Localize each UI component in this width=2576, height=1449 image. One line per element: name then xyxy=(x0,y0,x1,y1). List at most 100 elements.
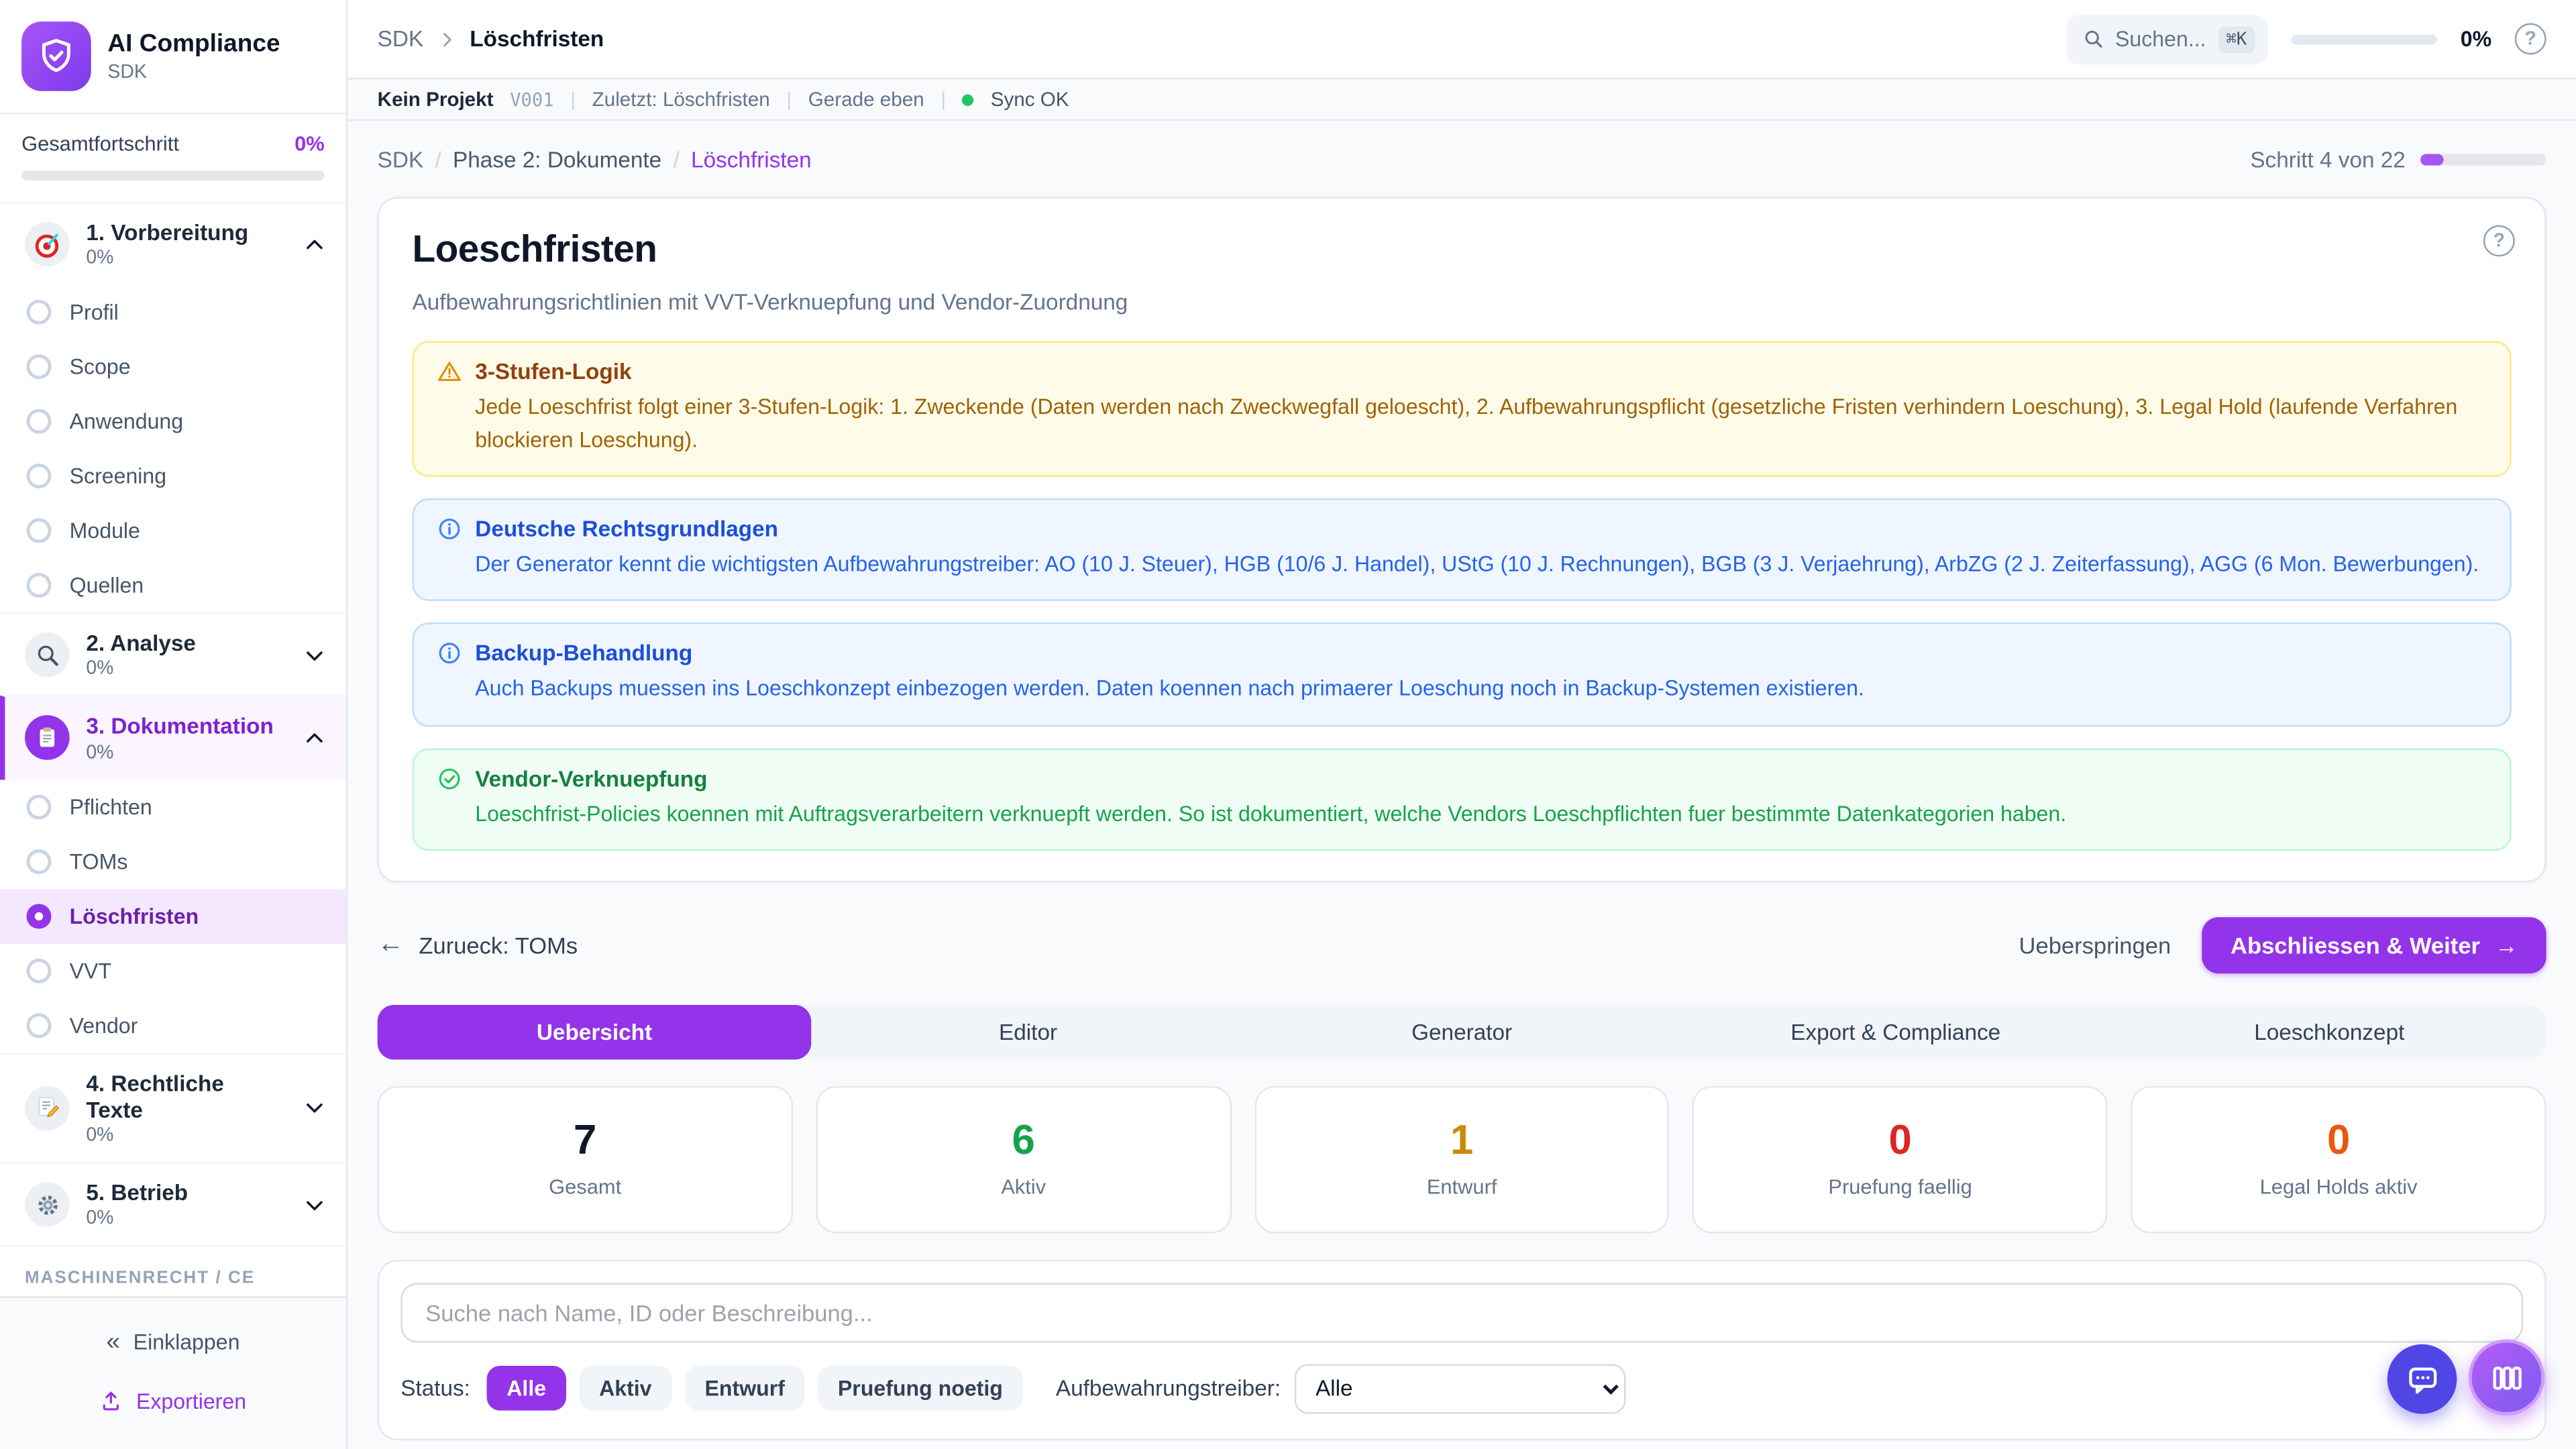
page-crumb-sdk[interactable]: SDK xyxy=(377,146,424,172)
stat-entwurf: 1 Entwurf xyxy=(1254,1085,1670,1233)
sidebar-item-vendor[interactable]: Vendor xyxy=(0,998,346,1052)
sidebar-item-loeschfristen[interactable]: Löschfristen xyxy=(0,888,346,943)
info-icon xyxy=(437,641,462,666)
status-filter-pruefung-noetig[interactable]: Pruefung noetig xyxy=(818,1366,1023,1411)
sidebar-phase-vorbereitung[interactable]: 1. Vorbereitung 0% xyxy=(0,204,346,285)
warning-icon xyxy=(437,360,462,384)
breadcrumb: SDK Löschfristen xyxy=(378,26,604,51)
tab-uebersicht[interactable]: Uebersicht xyxy=(377,1004,812,1059)
loeschfristen-card: Loeschfristen Aufbewahrungsrichtlinien m… xyxy=(377,197,2546,882)
back-button[interactable]: ← Zurueck: TOMs xyxy=(378,930,578,959)
project-last: Zuletzt: Löschfristen xyxy=(592,87,770,111)
chevron-down-icon xyxy=(303,1096,327,1120)
note-backup-behandlung: Backup-Behandlung Auch Backups muessen i… xyxy=(412,623,2512,727)
memo-icon xyxy=(34,1095,60,1121)
overall-progress-bar xyxy=(21,170,325,181)
sidebar-item-vvt[interactable]: VVT xyxy=(0,943,346,998)
wizard-nav-row: ← Zurueck: TOMs Ueberspringen Abschliess… xyxy=(378,916,2546,973)
sidebar-nav: 1. Vorbereitung 0% Profil Scope Anwendun… xyxy=(0,204,346,1297)
sidebar-phase-betrieb[interactable]: 5. Betrieb 0% xyxy=(0,1162,346,1245)
chat-fab-button[interactable] xyxy=(2387,1344,2457,1414)
chevron-up-icon xyxy=(303,233,327,256)
sidebar-item-profil[interactable]: Profil xyxy=(0,285,346,339)
page-subtitle: Aufbewahrungsrichtlinien mit VVT-Verknue… xyxy=(412,289,1128,315)
app-logo xyxy=(21,21,91,91)
sidebar-phase-rechtliche-texte[interactable]: 4. Rechtliche Texte 0% xyxy=(0,1052,346,1163)
app-subtitle: SDK xyxy=(107,62,147,83)
complete-next-button[interactable]: Abschliessen & Weiter → xyxy=(2202,916,2546,973)
radio-icon xyxy=(26,518,52,543)
project-version: V001 xyxy=(510,89,554,111)
sidebar-item-anwendung[interactable]: Anwendung xyxy=(0,394,346,449)
sidebar: AI Compliance SDK Gesamtfortschritt 0% 1… xyxy=(0,0,348,1449)
overall-progress: Gesamtfortschritt 0% xyxy=(0,114,346,204)
note-deutsche-rechtsgrundlagen: Deutsche Rechtsgrundlagen Der Generator … xyxy=(412,498,2512,602)
chat-bubble-icon xyxy=(2405,1362,2440,1397)
card-help-icon[interactable]: ? xyxy=(2483,225,2515,257)
app-header: AI Compliance SDK xyxy=(0,0,346,115)
sidebar-item-pflichten[interactable]: Pflichten xyxy=(0,779,346,833)
export-button[interactable]: Exportieren xyxy=(0,1374,346,1427)
sidebar-item-scope[interactable]: Scope xyxy=(0,339,346,394)
sidebar-section-label: MASCHINENRECHT / CE xyxy=(0,1245,346,1296)
sidebar-item-screening[interactable]: Screening xyxy=(0,449,346,503)
chevron-down-icon xyxy=(303,643,327,667)
gear-icon xyxy=(34,1191,60,1218)
magnifier-icon xyxy=(34,642,60,668)
radio-icon xyxy=(26,354,52,380)
tab-export-compliance[interactable]: Export & Compliance xyxy=(1790,1019,2001,1044)
page-crumb-current: Löschfristen xyxy=(691,146,812,172)
breadcrumb-current: Löschfristen xyxy=(470,26,604,52)
driver-filter-select[interactable]: Alle xyxy=(1293,1363,1625,1413)
status-filter-label: Status: xyxy=(400,1376,470,1401)
search-placeholder: Suchen... xyxy=(2115,26,2206,52)
tab-generator[interactable]: Generator xyxy=(1411,1019,1513,1044)
stats-row: 7 Gesamt 6 Aktiv 1 Entwurf 0 Pruefung fa… xyxy=(377,1085,2546,1233)
stat-gesamt: 7 Gesamt xyxy=(377,1085,793,1233)
app-title: AI Compliance xyxy=(107,30,280,59)
sidebar-item-toms[interactable]: TOMs xyxy=(0,834,346,888)
sidebar-item-quellen[interactable]: Quellen xyxy=(0,558,346,612)
target-icon xyxy=(34,231,60,258)
radio-icon xyxy=(26,409,52,435)
check-circle-icon xyxy=(437,766,462,791)
radio-icon xyxy=(26,300,52,325)
skip-button[interactable]: Ueberspringen xyxy=(2019,931,2171,959)
page-crumb-phase[interactable]: Phase 2: Dokumente xyxy=(453,146,662,172)
collapse-icon: « xyxy=(106,1327,120,1355)
status-filter-aktiv[interactable]: Aktiv xyxy=(579,1366,672,1411)
policy-search-input[interactable] xyxy=(400,1282,2524,1342)
step-progress-bar xyxy=(2420,153,2546,165)
sidebar-phase-analyse[interactable]: 2. Analyse 0% xyxy=(0,612,346,696)
panels-fab-button[interactable] xyxy=(2468,1339,2545,1416)
global-search-button[interactable]: Suchen... ⌘K xyxy=(2065,13,2269,64)
tab-editor[interactable]: Editor xyxy=(999,1019,1058,1044)
step-indicator: Schritt 4 von 22 xyxy=(2250,146,2406,172)
radio-selected-icon xyxy=(26,903,52,928)
search-icon xyxy=(2082,28,2104,50)
sidebar-phase-dokumentation[interactable]: 3. Dokumentation 0% xyxy=(0,696,346,780)
radio-icon xyxy=(26,794,52,819)
export-icon xyxy=(100,1389,123,1413)
header-progress-bar xyxy=(2292,34,2438,44)
sidebar-item-module[interactable]: Module xyxy=(0,504,346,558)
tab-loeschkonzept[interactable]: Loeschkonzept xyxy=(2254,1019,2405,1044)
note-vendor-verknuepfung: Vendor-Verknuepfung Loeschfrist-Policies… xyxy=(412,747,2512,851)
radio-icon xyxy=(26,464,52,489)
radio-icon xyxy=(26,1012,52,1038)
stat-aktiv: 6 Aktiv xyxy=(816,1085,1232,1233)
collapse-sidebar-button[interactable]: « Einklappen xyxy=(106,1327,240,1355)
project-time: Gerade eben xyxy=(808,87,924,111)
status-filter-alle[interactable]: Alle xyxy=(486,1366,566,1411)
search-shortcut-badge: ⌘K xyxy=(2217,25,2255,52)
chevron-right-icon xyxy=(437,29,457,49)
status-filter-entwurf[interactable]: Entwurf xyxy=(684,1366,805,1411)
section-tabs: Uebersicht Editor Generator Export & Com… xyxy=(377,1004,2546,1059)
stat-legal-holds: 0 Legal Holds aktiv xyxy=(2131,1085,2546,1233)
filter-card: Status: Alle Aktiv Entwurf Pruefung noet… xyxy=(377,1259,2546,1440)
overall-progress-value: 0% xyxy=(294,132,325,156)
help-icon[interactable]: ? xyxy=(2514,23,2546,55)
breadcrumb-root[interactable]: SDK xyxy=(377,26,424,52)
radio-icon xyxy=(26,848,52,873)
project-name: Kein Projekt xyxy=(377,87,494,111)
